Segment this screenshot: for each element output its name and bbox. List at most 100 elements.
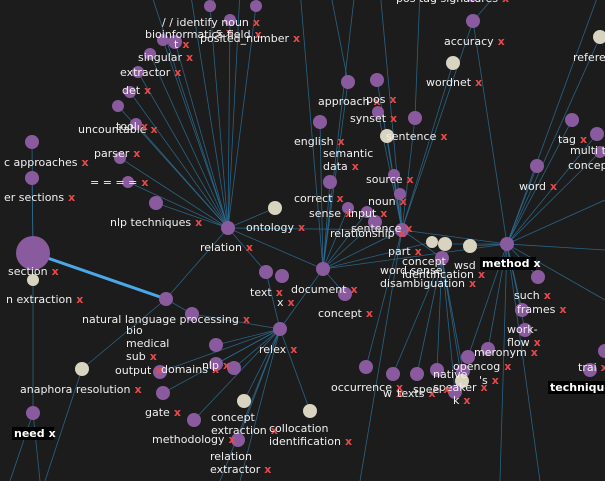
node-label[interactable]: relation extractor x [210, 450, 271, 476]
node-label[interactable]: concept x [318, 307, 373, 320]
node-label[interactable]: occurrence x [331, 381, 403, 394]
node-label[interactable]: text x [250, 286, 283, 299]
graph-node-wsd[interactable] [463, 239, 477, 253]
remove-node-x-icon[interactable]: x [389, 93, 396, 106]
node-label[interactable]: nlp x [202, 359, 230, 372]
node-label[interactable]: anaphora resolution x [20, 383, 142, 396]
graph-node-wordnet[interactable] [446, 56, 460, 70]
remove-node-x-icon[interactable]: x [264, 463, 271, 476]
node-label[interactable]: pos x [366, 93, 397, 106]
remove-node-x-icon[interactable]: x [155, 364, 162, 377]
node-label[interactable]: native speaker x [433, 368, 488, 394]
node-label[interactable]: tag x [558, 133, 587, 146]
node-label[interactable]: sentence x [351, 222, 412, 235]
remove-node-x-icon[interactable]: x [229, 433, 236, 446]
graph-node[interactable] [159, 292, 173, 306]
node-label[interactable]: relation x [200, 241, 253, 254]
node-label[interactable]: bio medical sub x [126, 324, 169, 363]
graph-node-technique[interactable] [583, 363, 597, 377]
graph-node-spee[interactable] [430, 363, 444, 377]
node-label[interactable]: source x [366, 173, 414, 186]
graph-node-occurrence[interactable] [359, 360, 373, 374]
remove-node-x-icon[interactable]: x [298, 221, 305, 234]
node-label[interactable]: det x [122, 84, 151, 97]
node-label[interactable]: method x [482, 257, 541, 270]
remove-node-x-icon[interactable]: x [580, 133, 587, 146]
graph-node-sections[interactable] [25, 171, 39, 185]
node-label[interactable]: accuracy x [444, 35, 505, 48]
node-label[interactable]: input x [348, 207, 387, 220]
node-label[interactable]: extractor x [120, 66, 181, 79]
graph-node-tag[interactable] [565, 113, 579, 127]
graph-node-need[interactable] [26, 406, 40, 420]
node-label[interactable]: domains x [161, 363, 219, 376]
remove-node-x-icon[interactable]: x [405, 222, 412, 235]
node-label[interactable]: word x [519, 180, 557, 193]
remove-node-x-icon[interactable]: x [135, 383, 142, 396]
graph-node-tool[interactable] [130, 118, 142, 130]
node-label[interactable]: natural language processing x [82, 313, 250, 326]
remove-node-x-icon[interactable]: x [544, 289, 551, 302]
node-label[interactable]: opencog x [453, 360, 511, 373]
node-label[interactable]: noun x [368, 195, 407, 208]
node-label[interactable]: spee x [413, 383, 450, 396]
remove-node-x-icon[interactable]: x [52, 265, 59, 278]
node-label[interactable]: gate x [145, 406, 181, 419]
graph-node-concep-right[interactable] [594, 146, 605, 158]
node-label[interactable]: n extraction x [6, 293, 83, 306]
graph-node-anaphora-resolution[interactable] [75, 362, 89, 376]
graph-node-concept-extraction[interactable] [237, 394, 251, 408]
node-label[interactable]: wordnet x [426, 76, 482, 89]
graph-node-correct[interactable] [323, 175, 337, 189]
graph-node-relex[interactable] [273, 322, 287, 336]
node-label[interactable]: part x [388, 245, 422, 258]
graph-node-opencog[interactable] [461, 350, 475, 364]
remove-node-x-icon[interactable]: x [82, 156, 89, 169]
remove-node-x-icon[interactable]: x [601, 361, 605, 374]
node-label[interactable]: synset x [350, 112, 397, 125]
graph-node-synset[interactable] [372, 106, 384, 118]
node-label[interactable]: work-flow x [507, 323, 541, 349]
remove-node-x-icon[interactable]: x [345, 207, 352, 220]
remove-node-x-icon[interactable]: x [253, 16, 260, 29]
graph-node-equals[interactable] [122, 176, 134, 188]
node-label[interactable]: methodology x [152, 433, 236, 446]
graph-node-t[interactable] [157, 34, 169, 46]
remove-node-x-icon[interactable]: x [212, 363, 219, 376]
remove-node-x-icon[interactable]: x [440, 130, 447, 143]
node-label[interactable]: concept extraction x [211, 411, 278, 437]
remove-node-x-icon[interactable]: x [186, 51, 193, 64]
graph-node-s-top[interactable] [250, 0, 262, 12]
remove-node-x-icon[interactable]: x [390, 112, 397, 125]
remove-node-x-icon[interactable]: x [396, 381, 403, 394]
node-label[interactable]: pos tag signatures x [396, 0, 509, 5]
remove-node-x-icon[interactable]: x [68, 191, 75, 204]
graph-node-meronym[interactable] [481, 342, 495, 356]
node-label[interactable]: concepx [568, 159, 605, 172]
remove-node-x-icon[interactable]: x [49, 427, 56, 440]
remove-node-x-icon[interactable]: x [533, 257, 540, 270]
remove-node-x-icon[interactable]: x [76, 293, 83, 306]
node-label[interactable]: sense x [309, 207, 352, 220]
graph-node-text[interactable] [259, 265, 273, 279]
remove-node-x-icon[interactable]: x [150, 350, 157, 363]
graph-node-pos[interactable] [370, 73, 384, 87]
graph-node-gate[interactable] [156, 386, 170, 400]
node-label[interactable]: texts x [397, 387, 436, 400]
graph-node-det[interactable] [124, 86, 136, 98]
node-label[interactable]: word sense disambiguation x [380, 264, 476, 290]
remove-node-x-icon[interactable]: x [531, 346, 538, 359]
node-label[interactable]: nlp techniques x [110, 216, 202, 229]
graph-node-sense[interactable] [342, 202, 354, 214]
node-label[interactable]: relationship x [330, 227, 406, 240]
node-label[interactable]: singular x [138, 51, 193, 64]
remove-node-x-icon[interactable]: x [380, 207, 387, 220]
remove-node-x-icon[interactable]: x [255, 28, 262, 41]
remove-node-x-icon[interactable]: x [243, 313, 250, 326]
graph-node-english[interactable] [313, 115, 327, 129]
node-label[interactable]: bioinformatics field x [145, 28, 262, 41]
